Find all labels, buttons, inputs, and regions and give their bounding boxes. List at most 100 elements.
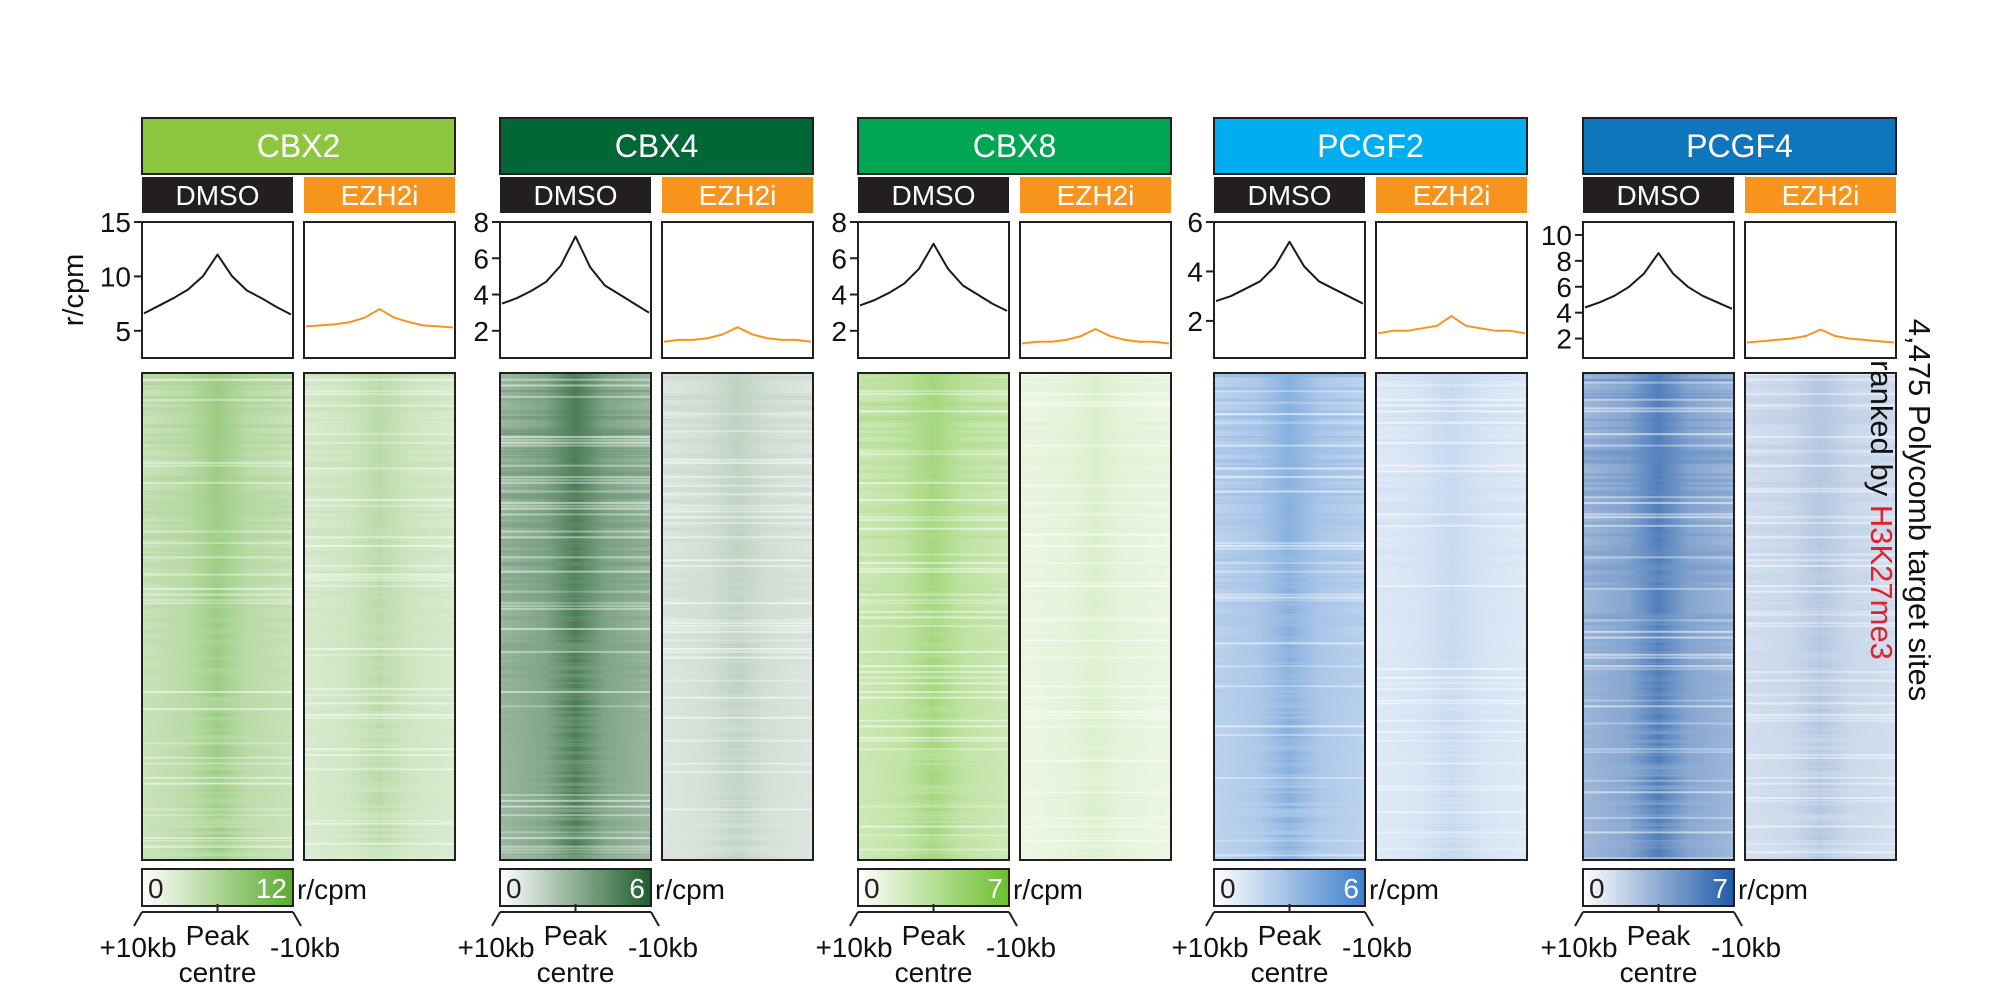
profile-line-ezh2i <box>1377 315 1526 335</box>
heatmap-row <box>1020 456 1171 461</box>
heatmap-row <box>1020 613 1171 618</box>
heatmap-row <box>1583 708 1734 711</box>
heatmap-ezh2i <box>1020 373 1171 860</box>
y-tick-label: 4 <box>831 280 847 311</box>
heatmap-row <box>1583 748 1734 751</box>
heatmap-row <box>1020 436 1171 440</box>
heatmap-row <box>304 639 455 643</box>
heatmap-row <box>142 668 293 671</box>
heatmap-ezh2i <box>304 373 455 860</box>
heatmap-row <box>1214 690 1365 694</box>
heatmap-row <box>1020 519 1171 522</box>
heatmap-frame <box>141 372 294 861</box>
heatmap-row <box>858 504 1009 510</box>
heatmap-row <box>1745 650 1896 656</box>
heatmap-row <box>1376 593 1527 598</box>
heatmap-row <box>1020 501 1171 504</box>
heatmap-row <box>858 837 1009 841</box>
heatmap-row <box>304 748 455 751</box>
heatmap-row <box>1376 547 1527 551</box>
heatmap-row <box>1020 759 1171 762</box>
heatmap-row <box>142 516 293 519</box>
heatmap-row <box>858 705 1009 710</box>
heatmap-row <box>858 579 1009 583</box>
heatmap-row <box>304 765 455 769</box>
heatmap-row <box>662 837 813 841</box>
heatmap-row <box>1214 782 1365 788</box>
heatmap-row <box>304 690 455 695</box>
heatmap-row <box>1376 413 1527 418</box>
heatmap-row <box>1214 484 1365 487</box>
heatmap-row <box>1745 461 1896 466</box>
heatmap-row <box>1020 682 1171 685</box>
heatmap-row <box>1745 693 1896 696</box>
heatmap-row <box>1376 733 1527 737</box>
heatmap-row <box>662 728 813 733</box>
heatmap-row <box>1376 507 1527 513</box>
heatmap-row <box>142 708 293 711</box>
heatmap-row <box>1214 458 1365 464</box>
heatmap-row <box>1745 404 1896 407</box>
x-axis-left-label: +10kb <box>1540 932 1617 963</box>
heatmap-row <box>142 493 293 496</box>
heatmap-row <box>1583 731 1734 735</box>
profile-frame <box>1582 221 1735 359</box>
heatmap-row <box>1020 725 1171 728</box>
heatmap-row <box>1214 410 1365 414</box>
heatmap-row <box>1745 633 1896 636</box>
panel-cbx4: CBX4 DMSO EZH2i 2 4 6 8 0 6 r/cpm +10kb -10kb Peak ce… <box>457 117 814 988</box>
x-axis-right-label: -10kb <box>270 932 340 963</box>
heatmap-row <box>500 450 651 453</box>
heatmap-row <box>500 596 651 601</box>
profile-line-dmso <box>859 242 1008 312</box>
heatmap-row <box>1745 702 1896 705</box>
heatmap-row <box>500 799 651 802</box>
heatmap-row <box>304 375 455 379</box>
heatmap-row <box>304 418 455 421</box>
heatmap-dmso <box>1583 373 1734 860</box>
heatmap-row <box>1376 648 1527 652</box>
heatmap-row <box>1583 547 1734 550</box>
x-axis-left-label: +10kb <box>99 932 176 963</box>
heatmap-row <box>858 536 1009 539</box>
heatmap-row <box>304 490 455 495</box>
heatmap-row <box>858 562 1009 565</box>
heatmap-row <box>662 393 813 398</box>
panel-title: CBX8 <box>973 128 1057 164</box>
heatmap-row <box>1583 639 1734 643</box>
heatmap-row <box>1020 401 1171 404</box>
heatmap-row <box>1020 610 1171 616</box>
heatmap-row <box>1020 650 1171 653</box>
heatmap-row <box>1583 676 1734 680</box>
heatmap-row <box>1214 739 1365 742</box>
heatmap-row <box>304 398 455 401</box>
panel-pcgf2: PCGF2 DMSO EZH2i 2 4 6 0 6 r/cpm +10kb -10kb Peak ce… <box>1171 117 1528 988</box>
heatmap-row <box>1020 745 1171 750</box>
heatmap-row <box>1745 719 1896 722</box>
heatmap-row <box>142 576 293 581</box>
heatmap-row <box>662 610 813 616</box>
heatmap-row <box>1583 808 1734 812</box>
heatmap-row <box>1583 702 1734 705</box>
heatmap-row <box>1020 487 1171 492</box>
heatmap-row <box>662 659 813 664</box>
heatmap-row <box>1020 387 1171 391</box>
heatmap-row <box>1376 659 1527 663</box>
heatmap-frame <box>1213 372 1366 861</box>
heatmap-row <box>1583 410 1734 413</box>
heatmap-row <box>304 719 455 724</box>
heatmap-row <box>662 762 813 765</box>
heatmap-row <box>662 461 813 464</box>
heatmap-row <box>304 579 455 582</box>
heatmap-row <box>142 501 293 506</box>
y-tick-label: 4 <box>1187 256 1203 287</box>
heatmap-row <box>1745 685 1896 688</box>
heatmap-row <box>500 774 651 778</box>
heatmap-row <box>304 461 455 467</box>
heatmap-row <box>304 550 455 555</box>
heatmap-row <box>1020 441 1171 446</box>
heatmap-row <box>1214 493 1365 497</box>
heatmap-row <box>1376 519 1527 524</box>
heatmap-row <box>1583 627 1734 632</box>
heatmap-row <box>1583 544 1734 549</box>
